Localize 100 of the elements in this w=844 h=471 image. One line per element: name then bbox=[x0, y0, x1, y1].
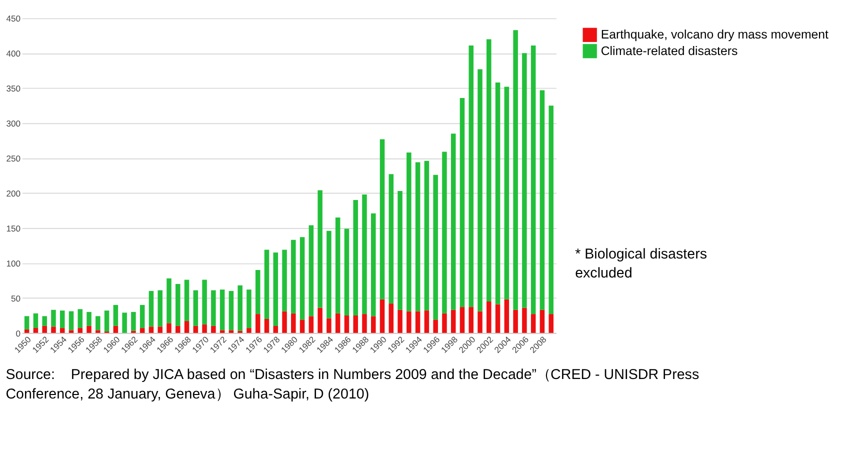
bar bbox=[486, 39, 492, 302]
bar bbox=[211, 326, 216, 333]
bar bbox=[273, 326, 278, 333]
bar bbox=[308, 316, 314, 333]
bar bbox=[193, 290, 198, 326]
bar bbox=[113, 304, 118, 326]
bar bbox=[362, 194, 367, 314]
bar bbox=[51, 310, 56, 327]
bar bbox=[460, 307, 465, 333]
y-tick-label: 250 bbox=[6, 153, 21, 164]
y-tick-label: 450 bbox=[6, 14, 21, 24]
bar bbox=[344, 228, 350, 316]
bar bbox=[158, 290, 162, 327]
bar bbox=[176, 326, 180, 333]
bar bbox=[495, 82, 500, 304]
bar bbox=[424, 160, 430, 311]
bar bbox=[184, 321, 190, 333]
bar bbox=[140, 328, 145, 333]
y-tick-label: 200 bbox=[6, 188, 21, 198]
y-tick-label: 50 bbox=[10, 293, 21, 304]
bar bbox=[184, 280, 190, 322]
bar bbox=[468, 45, 474, 308]
bar bbox=[238, 285, 242, 331]
y-tick-label: 350 bbox=[6, 83, 21, 94]
bar bbox=[148, 326, 154, 333]
bar bbox=[370, 316, 376, 333]
bar bbox=[68, 330, 74, 333]
y-tick-label: 150 bbox=[6, 223, 21, 234]
y-tick-label: 300 bbox=[6, 118, 21, 128]
bar bbox=[442, 152, 447, 314]
bar bbox=[530, 314, 536, 333]
bar bbox=[362, 314, 367, 333]
bar bbox=[530, 45, 536, 314]
bar bbox=[166, 278, 172, 324]
bar bbox=[24, 316, 30, 330]
bar bbox=[415, 162, 420, 312]
bar bbox=[504, 299, 510, 333]
bar bbox=[291, 240, 296, 314]
bar bbox=[548, 314, 554, 333]
bar bbox=[78, 309, 83, 328]
bar bbox=[398, 310, 402, 333]
bar bbox=[478, 69, 482, 312]
y-tick-label: 0 bbox=[16, 328, 21, 338]
bar bbox=[228, 290, 234, 330]
bar bbox=[344, 315, 350, 333]
bar bbox=[522, 53, 527, 308]
source-note: Source: Prepared by JICA based on “Disasters in Numbers 2009 and the Decade”（CRED - UNISDR Press Conference, 28 January, Geneva） Guha-Sapir, D (2010) bbox=[6, 367, 700, 402]
bar bbox=[246, 328, 252, 333]
bar bbox=[68, 311, 74, 330]
bar bbox=[326, 318, 332, 333]
bar bbox=[60, 310, 65, 328]
bar bbox=[104, 310, 110, 332]
bar bbox=[433, 174, 438, 320]
bar bbox=[273, 252, 278, 326]
bar bbox=[335, 218, 340, 314]
text: * Biological disasters excluded bbox=[575, 246, 707, 282]
bar bbox=[291, 313, 296, 333]
bar bbox=[380, 299, 385, 333]
bar bbox=[122, 312, 127, 333]
bar bbox=[246, 290, 252, 328]
bar bbox=[424, 310, 430, 333]
bar bbox=[113, 326, 118, 333]
bar bbox=[353, 200, 358, 316]
y-tick-label: 100 bbox=[6, 258, 21, 268]
bar bbox=[264, 250, 270, 319]
bar bbox=[495, 304, 500, 333]
bar bbox=[522, 308, 527, 333]
bar bbox=[326, 230, 332, 318]
bar bbox=[264, 318, 270, 333]
bar bbox=[513, 310, 518, 333]
bar bbox=[540, 310, 545, 333]
bar bbox=[548, 106, 554, 314]
bar bbox=[33, 313, 38, 328]
bar bbox=[442, 313, 447, 333]
bar bbox=[388, 174, 394, 304]
bar bbox=[60, 328, 65, 333]
bar bbox=[78, 328, 83, 333]
bar bbox=[308, 225, 314, 316]
bar bbox=[96, 330, 100, 333]
bar bbox=[468, 307, 474, 333]
bar bbox=[51, 326, 56, 333]
bar bbox=[255, 270, 260, 314]
bar bbox=[282, 311, 287, 333]
bar bbox=[388, 304, 394, 333]
bar bbox=[450, 310, 456, 333]
bar bbox=[300, 237, 305, 320]
bar bbox=[220, 330, 225, 333]
bar bbox=[478, 311, 482, 333]
bar bbox=[398, 190, 402, 310]
bar bbox=[300, 320, 305, 333]
bar bbox=[282, 250, 287, 312]
bar bbox=[228, 330, 234, 333]
bar bbox=[318, 190, 322, 308]
bar bbox=[148, 290, 154, 327]
bar bbox=[318, 308, 322, 333]
bar bbox=[406, 311, 412, 333]
bar bbox=[202, 324, 207, 333]
bar bbox=[86, 326, 92, 333]
bar bbox=[131, 312, 136, 331]
bar bbox=[513, 30, 518, 310]
